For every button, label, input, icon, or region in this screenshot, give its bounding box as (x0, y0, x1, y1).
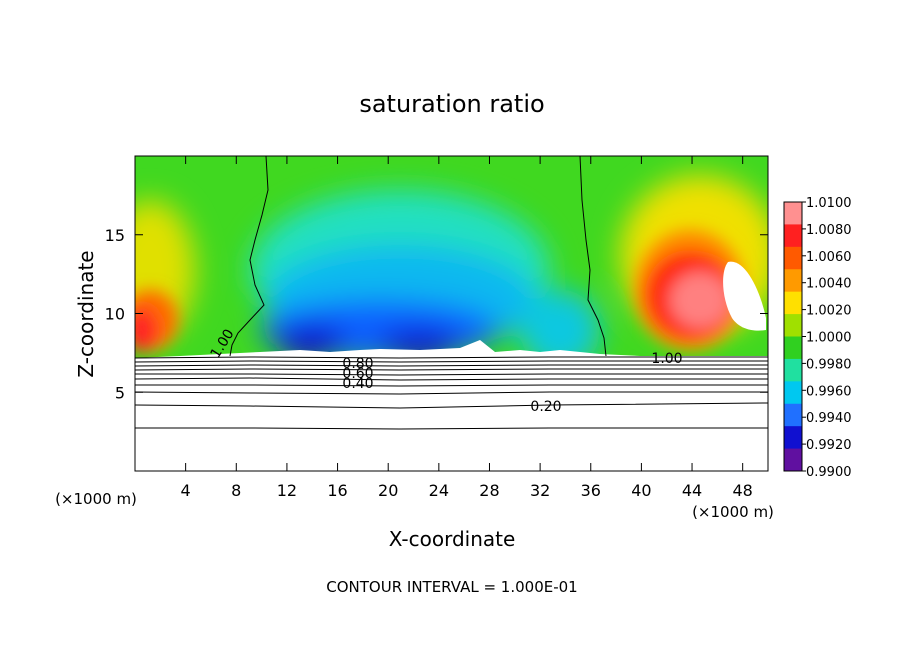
colorbar-swatch (784, 426, 802, 450)
colorbar-label: 1.0020 (806, 304, 852, 319)
x-tick-label: 36 (581, 481, 601, 500)
colorbar: 1.0100 1.0080 1.0060 1.0040 1.0020 1.0000 0.99… (783, 196, 852, 480)
x-tick-label: 16 (327, 481, 347, 500)
colorbar-swatch (784, 224, 802, 248)
colorbar-label: 0.9920 (806, 438, 852, 453)
contour-line-level-8 (135, 391, 768, 395)
field-blob-red-left (135, 308, 157, 352)
x-tick-label: 28 (479, 481, 499, 500)
heatmap-field: 1.00 1.00 0.80 0.60 0.40 0.20 (135, 156, 768, 471)
contour-interval-footer: CONTOUR INTERVAL = 1.000E-01 (326, 578, 577, 596)
contour-line-boundary-left (229, 156, 269, 357)
x-tick-label: 12 (277, 481, 297, 500)
colorbar-label: 1.0080 (806, 223, 852, 238)
y-axis: 5 10 15 (105, 226, 768, 402)
contour-line-level-7 (135, 384, 768, 387)
field-blob-pink-right (670, 272, 730, 328)
y-tick-label: 15 (105, 226, 125, 245)
colorbar-swatch (784, 403, 802, 427)
contour-line-level-3 (135, 364, 768, 367)
colorbar-label: 0.9940 (806, 411, 852, 426)
x-unit-label-left: (×1000 m) (55, 490, 137, 508)
chart-title: saturation ratio (359, 90, 544, 118)
colorbar-label: 1.0040 (806, 277, 852, 292)
x-tick-label: 32 (530, 481, 550, 500)
colorbar-swatch (784, 336, 802, 360)
contour-line-level-9 (135, 402, 768, 409)
y-tick-label: 10 (105, 305, 125, 324)
contour-label-0-40: 0.40 (342, 376, 373, 392)
colorbar-label: 0.9980 (806, 357, 852, 372)
colorbar-swatch (784, 358, 802, 382)
contour-line-level-1 (135, 356, 768, 359)
contour-line-level-10 (135, 427, 768, 430)
contour-line-level-2 (135, 360, 768, 363)
field-blob-cyan-right (520, 290, 600, 370)
contour-line-level-6 (135, 377, 768, 381)
colorbar-swatch (784, 381, 802, 405)
field-white-patch (723, 261, 766, 331)
contour-label-0-80: 0.80 (342, 356, 373, 372)
colorbar-swatch (784, 269, 802, 293)
contour-line-level-4 (135, 368, 768, 371)
x-tick-label: 20 (378, 481, 398, 500)
x-axis-label: X-coordinate (389, 527, 516, 551)
contour-line-boundary-right (579, 156, 607, 357)
y-axis-label: Z-coordinate (74, 250, 98, 377)
contour-line-level-5 (135, 373, 768, 376)
colorbar-label: 0.9900 (806, 465, 852, 480)
x-axis: 4 8 12 16 20 24 28 32 36 40 44 48 (181, 156, 753, 500)
colorbar-label: 1.0000 (806, 331, 852, 346)
x-tick-label: 24 (429, 481, 449, 500)
x-tick-label: 4 (181, 481, 191, 500)
colorbar-swatch (784, 246, 802, 270)
colorbar-label: 0.9960 (806, 384, 852, 399)
colorbar-label: 1.0100 (806, 196, 852, 211)
colorbar-swatch (784, 291, 802, 315)
colorbar-swatch (784, 448, 802, 472)
y-tick-label: 5 (115, 383, 125, 402)
contour-label-0-60: 0.60 (342, 366, 373, 382)
contour-label-0-20: 0.20 (530, 399, 561, 415)
colorbar-label: 1.0060 (806, 250, 852, 265)
x-tick-label: 40 (631, 481, 651, 500)
x-tick-label: 8 (231, 481, 241, 500)
colorbar-swatch (784, 202, 802, 225)
field-lower-white (135, 340, 768, 471)
x-tick-label: 48 (733, 481, 753, 500)
x-unit-label-right: (×1000 m) (692, 503, 774, 521)
x-tick-label: 44 (682, 481, 702, 500)
colorbar-swatch (784, 314, 802, 337)
contour-label-cloud-base: 1.00 (651, 351, 682, 367)
